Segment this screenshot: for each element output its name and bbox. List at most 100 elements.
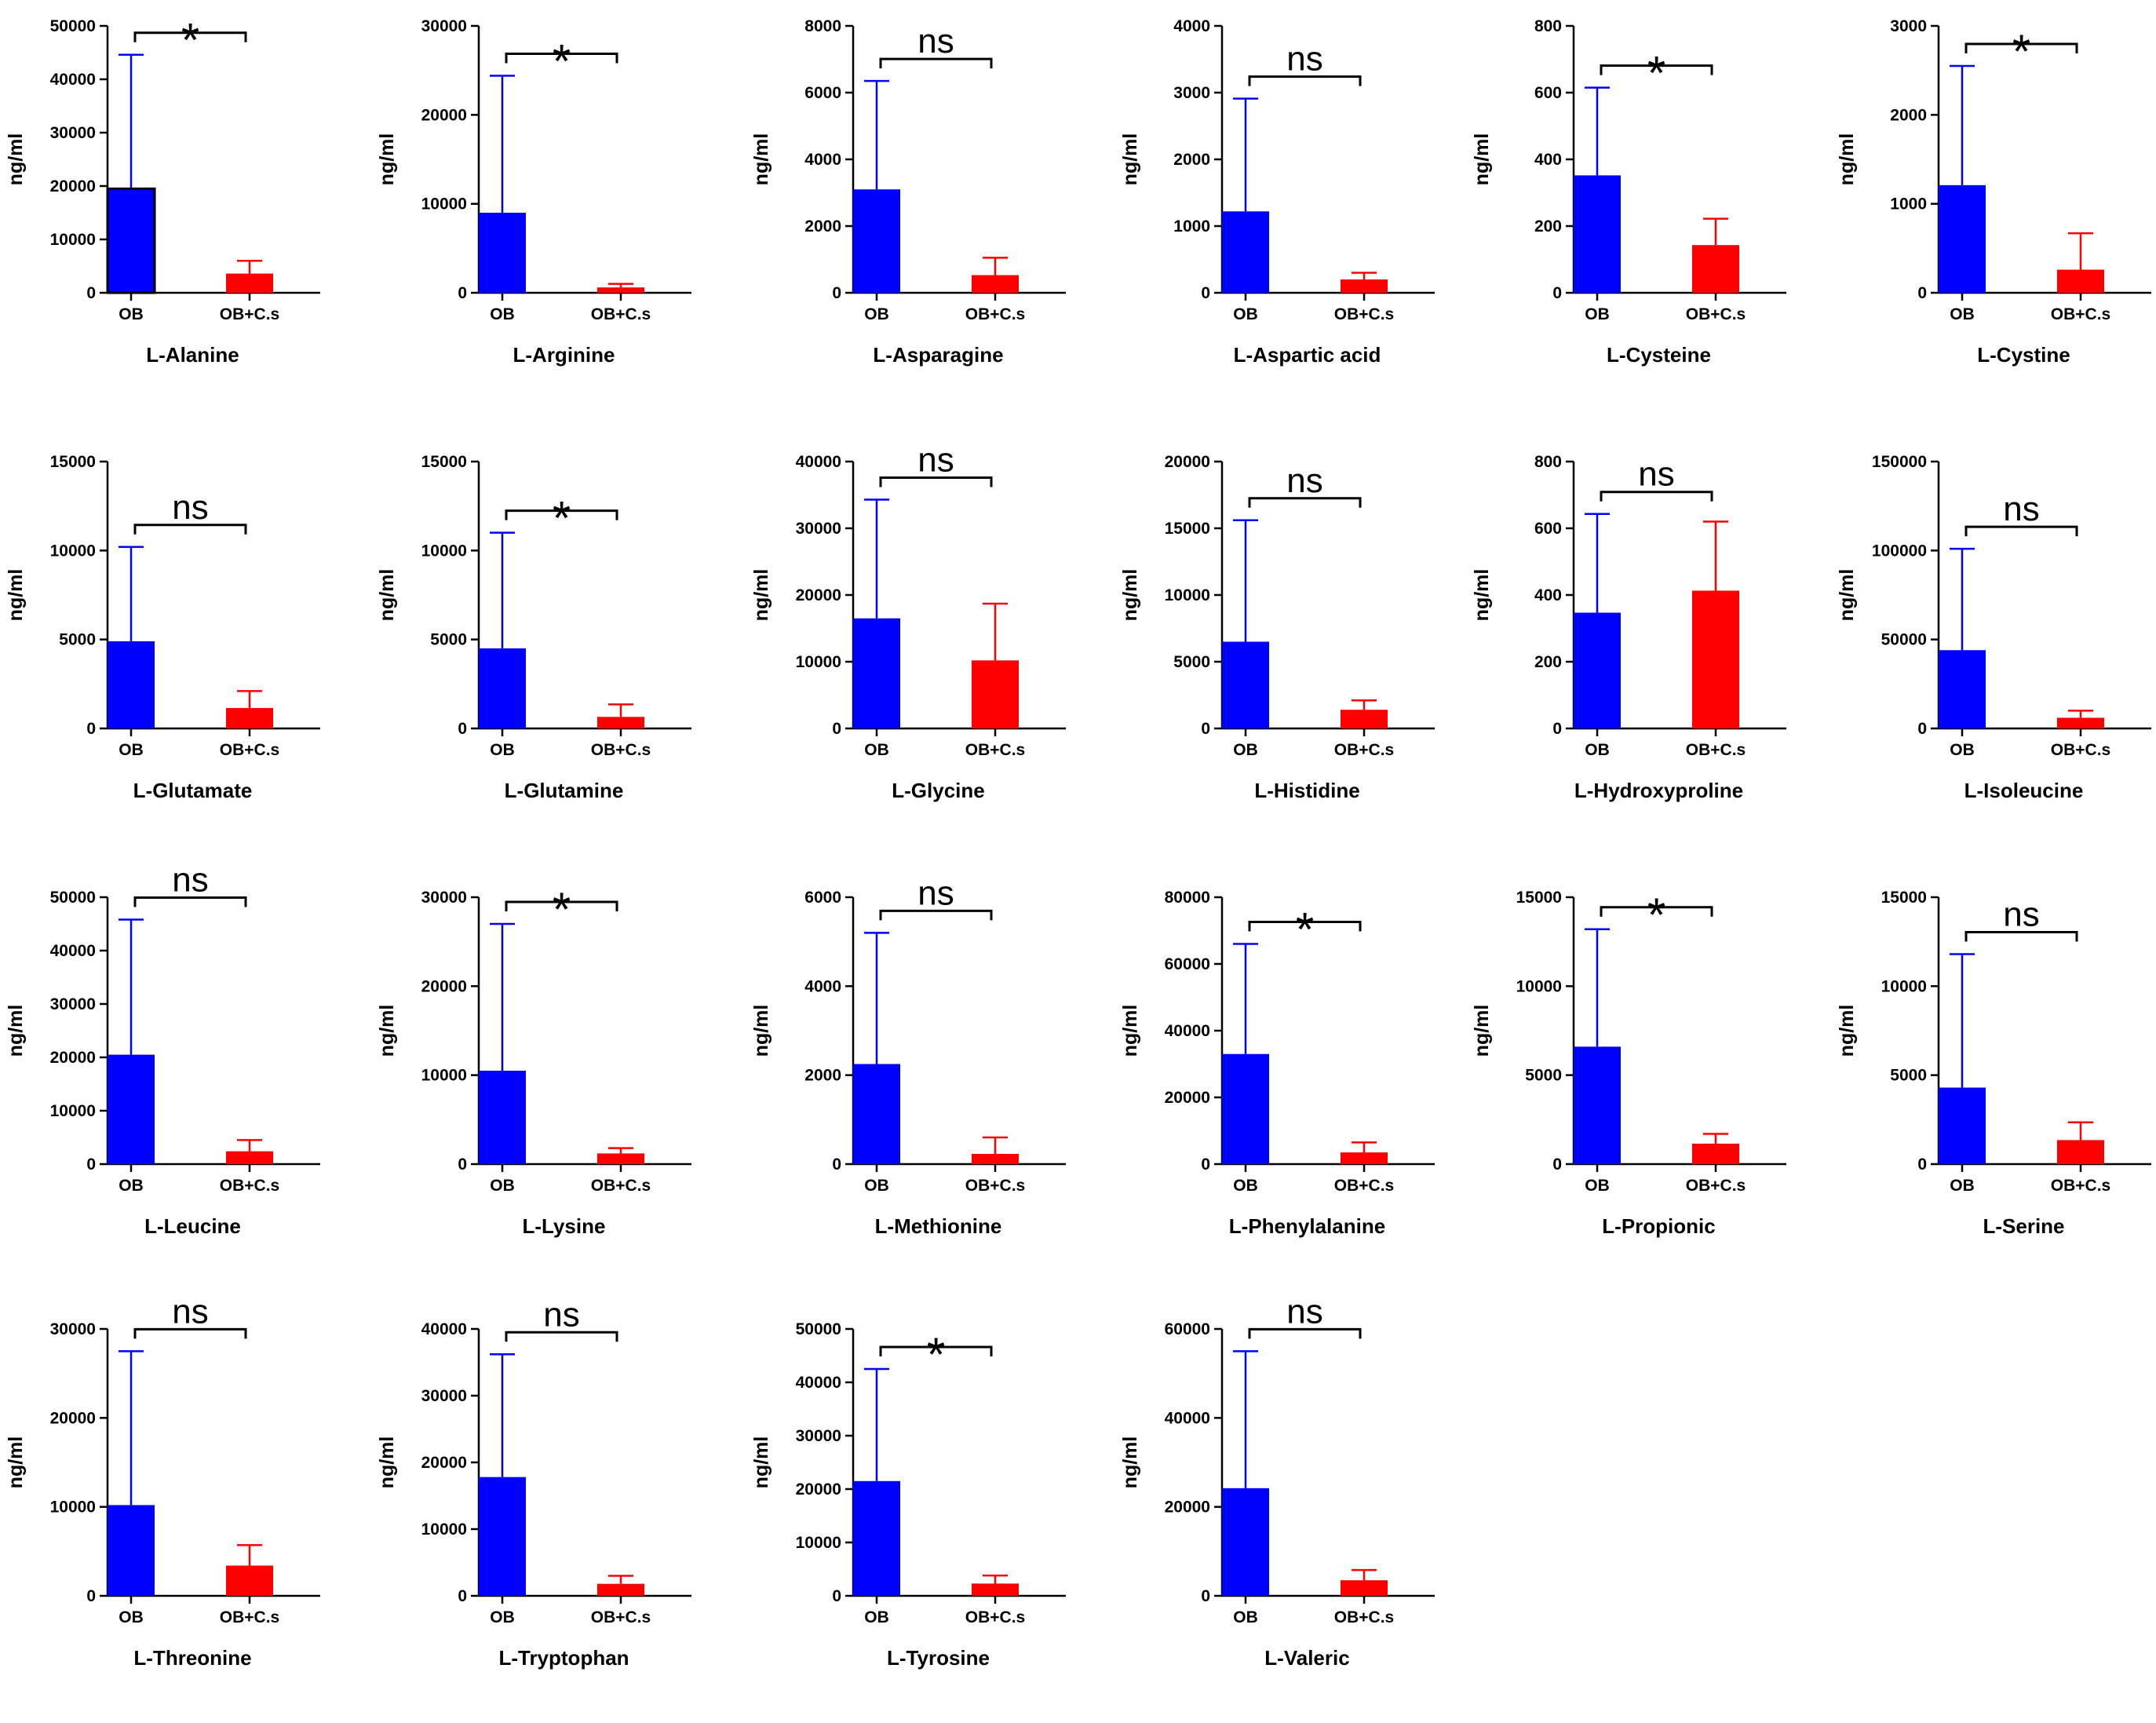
y-tick-label: 0 (1201, 720, 1210, 738)
y-tick-label: 10000 (796, 1534, 841, 1552)
bar-ob (479, 1477, 526, 1596)
x-category-label: OB+C.s (591, 741, 651, 759)
y-tick-label: 10000 (1516, 977, 1562, 995)
x-category-label: OB (864, 1177, 889, 1195)
y-tick-label: 50000 (796, 1320, 841, 1338)
y-tick-label: 0 (458, 1155, 467, 1174)
chart-panel: 0 10000 20000 30000 40000 50000 ng/ml OB OB+C.s *… (0, 0, 359, 420)
chart-panel: 0 20000 40000 60000 ng/ml OB OB+C.s ns L-Valeric (1114, 1292, 1474, 1723)
x-category-label: OB+C.s (591, 1177, 651, 1195)
y-tick-label: 10000 (50, 1498, 96, 1517)
bar-ob-cs (597, 717, 644, 728)
significance-label: ns (543, 1295, 579, 1334)
y-tick-label: 10000 (421, 542, 467, 560)
y-axis-label: ng/ml (5, 1436, 27, 1489)
bar-ob (1939, 1087, 1986, 1164)
x-axis-title: L-Asparagine (873, 343, 1003, 367)
y-tick-label: 20000 (796, 586, 841, 604)
x-axis-title: L-Cystine (1977, 343, 2070, 367)
y-tick-label: 400 (1534, 151, 1562, 169)
bar-ob (108, 1505, 155, 1596)
chart-panel: 0 5000 10000 15000 ng/ml OB OB+C.s ns L-Glutamat… (0, 436, 359, 856)
bar-ob-cs (2057, 717, 2104, 728)
y-tick-label: 100000 (1872, 542, 1927, 560)
y-axis-label: ng/ml (1471, 1005, 1493, 1057)
x-axis-title: L-Methionine (875, 1214, 1002, 1238)
x-category-label: OB (490, 1608, 515, 1626)
bar-ob-cs (1692, 590, 1739, 728)
significance-label: ns (172, 1292, 208, 1331)
chart-svg: 0 10000 20000 30000 40000 ng/ml OB OB+C.s ns L-Tr… (376, 1295, 691, 1670)
y-tick-label: 40000 (50, 71, 96, 89)
bar-ob (1574, 1046, 1621, 1164)
y-tick-label: 20000 (796, 1480, 841, 1498)
y-tick-label: 6000 (804, 889, 841, 907)
chart-panel: 0 200 400 600 800 ng/ml OB OB+C.s ns L-Hydroxypro… (1466, 436, 1826, 856)
y-tick-label: 0 (86, 1155, 96, 1174)
chart-svg: 0 1000 2000 3000 4000 ng/ml OB OB+C.s ns L-Aspart… (1119, 17, 1435, 367)
chart-panel: 0 10000 20000 30000 40000 ng/ml OB OB+C.s ns L-Gl… (746, 436, 1105, 856)
bar-ob-cs (972, 275, 1019, 293)
y-tick-label: 20000 (1165, 1089, 1210, 1107)
y-tick-label: 20000 (421, 106, 467, 124)
y-tick-label: 600 (1534, 84, 1562, 102)
y-tick-label: 3000 (1173, 84, 1210, 102)
x-category-label: OB+C.s (1686, 1177, 1746, 1195)
significance-bracket (879, 1345, 993, 1356)
y-tick-label: 4000 (804, 977, 841, 995)
bar-ob (1222, 1488, 1269, 1596)
y-tick-label: 3000 (1890, 17, 1927, 35)
y-tick-label: 40000 (1165, 1409, 1210, 1427)
y-axis-label: ng/ml (5, 1005, 27, 1057)
y-tick-label: 15000 (50, 453, 96, 471)
y-axis-label: ng/ml (376, 569, 398, 622)
bar-ob (1574, 612, 1621, 728)
bar-ob (853, 1480, 900, 1596)
y-tick-label: 4000 (1173, 17, 1210, 35)
x-category-label: OB+C.s (1334, 741, 1394, 759)
chart-svg: 0 50000 100000 150000 ng/ml OB OB+C.s ns L-Isole… (1836, 453, 2151, 802)
significance-bracket (505, 52, 618, 64)
x-category-label: OB+C.s (1334, 1177, 1394, 1195)
x-axis-title: L-Hydroxyproline (1574, 779, 1743, 802)
y-tick-label: 0 (458, 1587, 467, 1605)
y-axis-label: ng/ml (1119, 1005, 1141, 1057)
bar-ob (853, 1064, 900, 1164)
significance-label: ns (1286, 462, 1322, 500)
bar-ob-cs (597, 287, 644, 293)
bar-ob (106, 187, 156, 294)
y-tick-label: 200 (1534, 653, 1562, 671)
significance-bracket (1964, 525, 2078, 537)
x-category-label: OB+C.s (2051, 305, 2110, 323)
x-axis-title: L-Phenylalanine (1229, 1214, 1385, 1238)
y-tick-label: 1000 (1890, 195, 1927, 214)
y-tick-label: 30000 (796, 520, 841, 538)
bar-ob (108, 1054, 155, 1164)
bar-ob (479, 648, 526, 728)
significance-label: ns (2003, 490, 2039, 528)
y-tick-label: 10000 (421, 1067, 467, 1085)
x-category-label: OB+C.s (220, 1177, 279, 1195)
bar-ob (853, 189, 900, 293)
x-category-label: OB (119, 1608, 144, 1626)
significance-label: ns (172, 861, 208, 900)
chart-svg: 0 5000 10000 15000 ng/ml OB OB+C.s ns L-Glutamat… (5, 453, 320, 802)
chart-svg: 0 200 400 600 800 ng/ml OB OB+C.s ns L-Hydroxypro… (1471, 453, 1786, 802)
x-category-label: OB+C.s (220, 1608, 279, 1626)
y-tick-label: 5000 (430, 631, 467, 649)
y-tick-label: 15000 (421, 453, 467, 471)
x-category-label: OB+C.s (1686, 305, 1746, 323)
y-tick-label: 40000 (1165, 1022, 1210, 1040)
bar-ob-cs (972, 1153, 1019, 1164)
bar-ob (479, 213, 526, 293)
chart-svg: 0 5000 10000 15000 20000 ng/ml OB OB+C.s ns L-His… (1119, 453, 1435, 802)
significance-label: * (1647, 889, 1665, 941)
chart-svg: 0 20000 40000 60000 80000 ng/ml OB OB+C.s * L-Phe… (1119, 889, 1435, 1238)
bar-ob-cs (1341, 279, 1388, 293)
y-tick-label: 0 (832, 720, 841, 738)
x-category-label: OB+C.s (1334, 1608, 1394, 1626)
y-tick-label: 0 (1552, 284, 1562, 302)
y-tick-label: 400 (1534, 586, 1562, 604)
chart-panel: 0 5000 10000 15000 20000 ng/ml OB OB+C.s ns L-His… (1114, 436, 1474, 856)
x-category-label: OB (119, 741, 144, 759)
